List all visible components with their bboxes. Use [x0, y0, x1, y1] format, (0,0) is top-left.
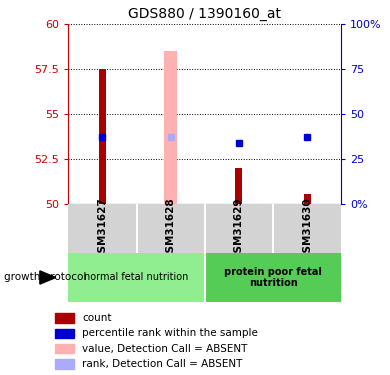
Text: GSM31627: GSM31627 — [98, 197, 107, 260]
Bar — [205, 253, 341, 302]
Text: GSM31630: GSM31630 — [302, 197, 312, 260]
Title: GDS880 / 1390160_at: GDS880 / 1390160_at — [128, 7, 281, 21]
Bar — [55, 344, 74, 354]
Text: protein poor fetal
nutrition: protein poor fetal nutrition — [224, 267, 322, 288]
Text: value, Detection Call = ABSENT: value, Detection Call = ABSENT — [82, 344, 247, 354]
Bar — [55, 359, 74, 369]
Bar — [236, 168, 242, 204]
Text: percentile rank within the sample: percentile rank within the sample — [82, 328, 258, 338]
Text: GSM31629: GSM31629 — [234, 198, 244, 260]
Text: GSM31628: GSM31628 — [166, 197, 176, 260]
Text: rank, Detection Call = ABSENT: rank, Detection Call = ABSENT — [82, 359, 242, 369]
Polygon shape — [40, 271, 56, 284]
Text: normal fetal nutrition: normal fetal nutrition — [84, 273, 189, 282]
Bar — [304, 194, 310, 204]
Bar — [55, 328, 74, 338]
Bar — [68, 253, 205, 302]
Text: count: count — [82, 313, 112, 323]
Bar — [55, 313, 74, 323]
Bar — [165, 51, 177, 204]
Text: growth protocol: growth protocol — [4, 273, 86, 282]
Bar — [99, 69, 106, 204]
